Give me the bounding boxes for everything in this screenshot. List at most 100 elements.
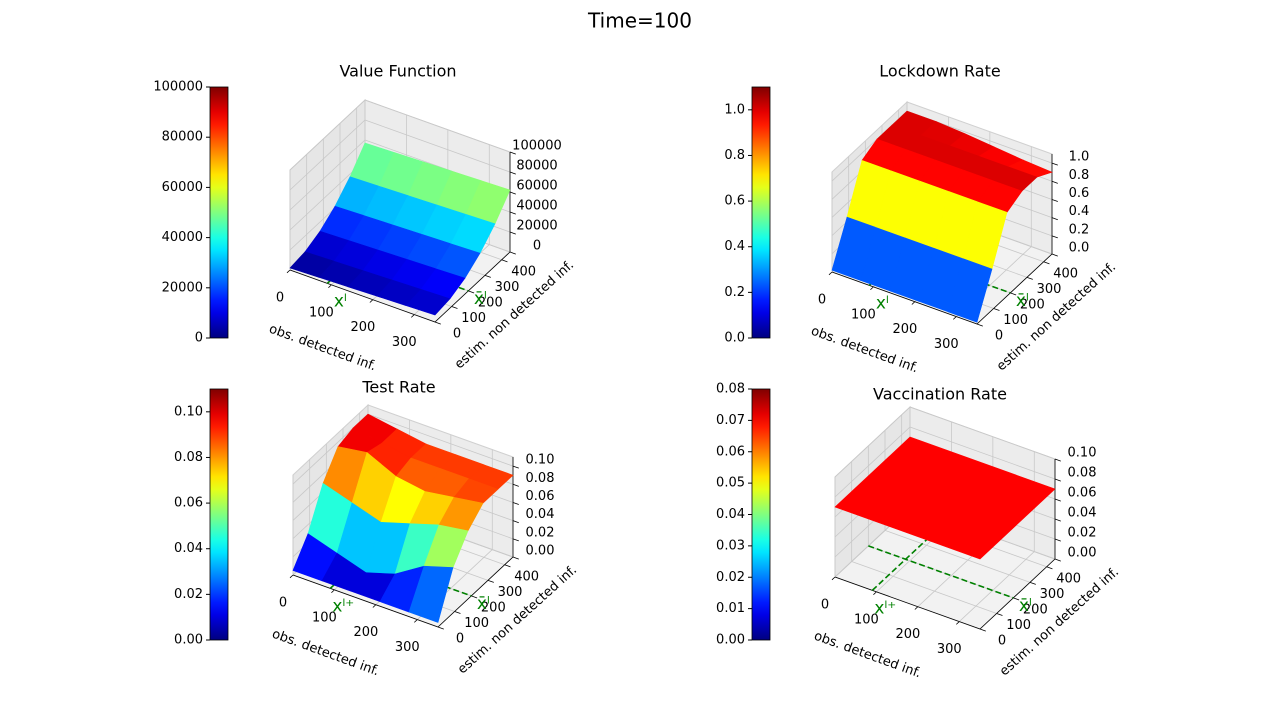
x-tick-label: 200: [892, 322, 917, 337]
tick-mark: [331, 589, 335, 593]
y-axis: [979, 558, 1056, 630]
tick-mark: [512, 465, 519, 469]
x-tick-label: 100: [309, 305, 334, 320]
colorbar-tick-label: 0.2: [724, 285, 745, 300]
colorbar: [751, 86, 771, 339]
colorbar-tick-label: 0.08: [174, 450, 203, 465]
y-tick-label: 100: [1003, 313, 1028, 328]
z-tick-label: 80000: [516, 159, 557, 174]
subplot-title: Value Function: [339, 62, 456, 81]
subplot: 0100200300010020030040002000040000600008…: [153, 62, 577, 375]
y-tick-label: 0: [995, 329, 1003, 344]
tick-mark: [1054, 558, 1061, 562]
colorbar-tick-label: 0.06: [716, 444, 745, 459]
y-tick-label: 400: [511, 264, 536, 279]
tick-mark: [512, 520, 519, 524]
tick-mark: [1029, 581, 1036, 585]
tick-mark: [976, 323, 983, 327]
surface-patch: [405, 289, 451, 316]
z-tick-label: 0.00: [1068, 546, 1097, 561]
tick-mark: [509, 171, 516, 175]
y-tick-label: 100: [1006, 618, 1031, 633]
grid-line: [367, 413, 514, 467]
colorbar-tick-label: 0.03: [716, 538, 745, 553]
tick-mark: [1054, 498, 1061, 502]
colorbar-tick-label: 0.00: [174, 633, 203, 648]
z-tick-label: 0.04: [1068, 506, 1097, 521]
tick-mark: [484, 274, 491, 278]
z-tick-label: 0.10: [526, 453, 555, 468]
x-axis: [831, 271, 978, 325]
threshold-label: xˡ⁺: [332, 596, 354, 616]
colorbar-tick-label: 20000: [162, 280, 203, 295]
tick-mark: [509, 211, 516, 215]
y-tick-label: 0: [456, 632, 464, 647]
z-tick-label: 1.0: [1069, 150, 1090, 165]
z-tick-label: 0.10: [1068, 446, 1097, 461]
tick-mark: [911, 301, 916, 305]
tick-mark: [512, 556, 519, 560]
tick-mark: [454, 611, 461, 614]
colorbar: [209, 86, 229, 339]
tick-mark: [487, 579, 494, 583]
colorbar-tick-label: 0.08: [716, 382, 745, 397]
colorbar-tick-label: 0.6: [724, 194, 745, 209]
tick-mark: [1054, 478, 1061, 482]
x-axis: [289, 269, 436, 323]
tick-mark: [471, 595, 478, 599]
tick-mark: [1051, 217, 1058, 221]
x-tick-label: 100: [312, 610, 337, 625]
y-tick-label: 400: [1056, 571, 1081, 586]
z-tick-label: 0: [533, 239, 541, 254]
x-tick-label: 300: [937, 642, 962, 657]
y-tick-label: 100: [464, 616, 489, 631]
colorbar: [751, 388, 771, 641]
surface-patch: [834, 436, 1056, 560]
tick-mark: [979, 628, 986, 632]
tick-mark: [509, 151, 516, 155]
tick-mark: [873, 591, 877, 595]
tick-mark: [1051, 235, 1058, 239]
y-tick-label: 0: [998, 634, 1006, 649]
x-tick-label: 200: [895, 627, 920, 642]
tick-mark: [501, 259, 508, 263]
subplot: 010020030001002003004000.000.020.040.060…: [174, 378, 580, 680]
surface-patch: [408, 565, 454, 623]
z-tick-label: 0.04: [526, 507, 555, 522]
colorbar-tick-label: 80000: [162, 130, 203, 145]
y-axis: [976, 253, 1053, 325]
x-tick-label: 0: [279, 596, 287, 611]
tick-mark: [1010, 292, 1017, 296]
colorbar: [209, 388, 229, 641]
y-axis: [437, 556, 514, 628]
tick-mark: [414, 619, 418, 623]
tick-mark: [1046, 566, 1053, 570]
colorbar-tick-label: 0.04: [174, 541, 203, 556]
x-tick-label: 200: [350, 320, 375, 335]
tick-mark: [451, 306, 458, 309]
threshold-label: x̄ˡ: [474, 289, 487, 309]
grid-line: [909, 426, 1056, 480]
z-tick-label: 0.4: [1069, 204, 1090, 219]
tick-mark: [1051, 199, 1058, 202]
tick-mark: [1051, 180, 1058, 184]
y-tick-label: 300: [498, 585, 523, 600]
tick-mark: [996, 613, 1003, 616]
tick-mark: [411, 314, 415, 318]
tick-mark: [831, 576, 836, 581]
x-tick-label: 100: [851, 307, 876, 322]
tick-mark: [512, 538, 519, 542]
threshold-label: x̄ˡ: [1016, 291, 1029, 311]
x-tick-label: 0: [276, 291, 284, 306]
z-tick-label: 60000: [516, 179, 557, 194]
grid-line: [289, 119, 366, 191]
figure-title: Time=100: [587, 9, 692, 33]
tick-mark: [509, 251, 516, 255]
x-tick-label: 100: [854, 612, 879, 627]
z-tick-label: 40000: [516, 199, 557, 214]
x-tick-label: 300: [934, 337, 959, 352]
colorbar-tick-label: 0.02: [174, 587, 203, 602]
tick-mark: [1054, 538, 1061, 542]
surface-patch: [947, 258, 993, 323]
